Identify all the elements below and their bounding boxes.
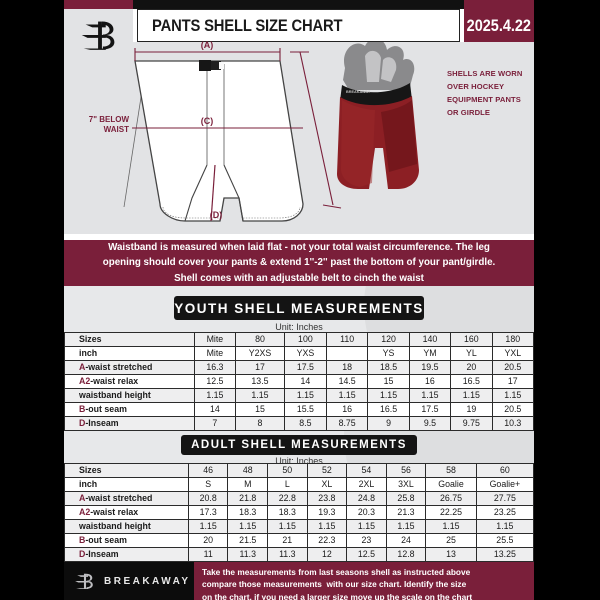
svg-text:WAIST: WAIST — [104, 125, 129, 134]
svg-text:(D): (D) — [210, 210, 223, 220]
svg-text:7" BELOW: 7" BELOW — [89, 115, 130, 124]
svg-text:(C): (C) — [201, 116, 214, 126]
svg-text:BREAKAWAY: BREAKAWAY — [346, 90, 371, 94]
svg-text:(A): (A) — [201, 40, 214, 50]
